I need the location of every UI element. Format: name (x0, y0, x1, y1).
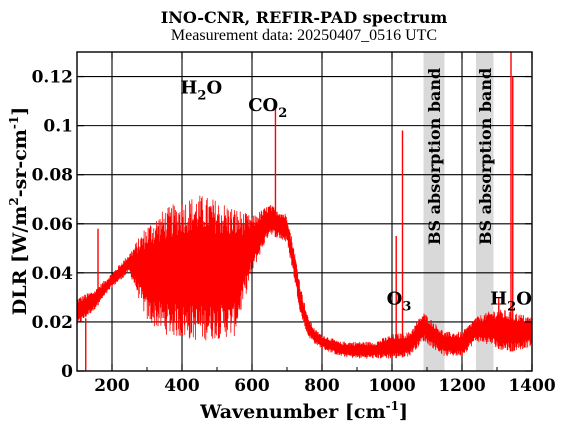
axis-ticks: 200 400 600 800 1000 1200 1400 0 0.02 0.04 0.06 0.0… (32, 52, 556, 396)
molecule-label-4: H2O (490, 289, 532, 315)
y-axis-title: DLR [W/m2-sr-cm-1] (7, 107, 31, 315)
spectrum-series (76, 52, 533, 371)
absorption-band-label-2: BS absorption band (476, 68, 495, 245)
y-tick-label-0: 0 (61, 362, 73, 382)
spectrum-line (76, 195, 533, 359)
y-tick-label-3: 0.06 (32, 215, 73, 235)
x-axis-title-superscript: -1 (386, 399, 399, 413)
absorption-band-2 (476, 52, 494, 371)
molecule-label-1: H2O (180, 78, 222, 104)
absorption-band-label-1: BS absorption band (425, 68, 444, 245)
x-tick-label-400: 400 (164, 376, 200, 396)
annotations: H2O CO2 O3 H2O (180, 78, 532, 315)
y-axis-title-superscript-1: 2 (7, 197, 21, 205)
y-tick-label-4: 0.08 (32, 166, 73, 186)
absorption-bands: BS absorption band BS absorption band (423, 52, 495, 371)
x-tick-label-200: 200 (94, 376, 130, 396)
y-tick-label-5: 0.1 (43, 117, 73, 137)
absorption-band-1 (423, 52, 445, 371)
molecule-label-3: O3 (387, 289, 412, 315)
plot-frame (76, 51, 533, 372)
y-axis-title-superscript-2: -1 (7, 116, 21, 129)
chart-subtitle: Measurement data: 20250407_0516 UTC (171, 27, 437, 44)
y-tick-label-6: 0.12 (32, 68, 73, 88)
y-tick-label-2: 0.04 (32, 264, 74, 284)
chart-title: INO-CNR, REFIR-PAD spectrum (161, 8, 448, 27)
x-tick-label-1400: 1400 (508, 376, 555, 396)
x-axis-title: Wavenumber [cm-1] (199, 399, 408, 423)
x-tick-label-1000: 1000 (368, 376, 415, 396)
x-tick-label-1200: 1200 (438, 376, 485, 396)
x-tick-label-800: 800 (304, 376, 340, 396)
y-tick-label-1: 0.02 (32, 313, 73, 333)
molecule-label-2: CO2 (248, 95, 287, 121)
x-tick-label-600: 600 (234, 376, 270, 396)
